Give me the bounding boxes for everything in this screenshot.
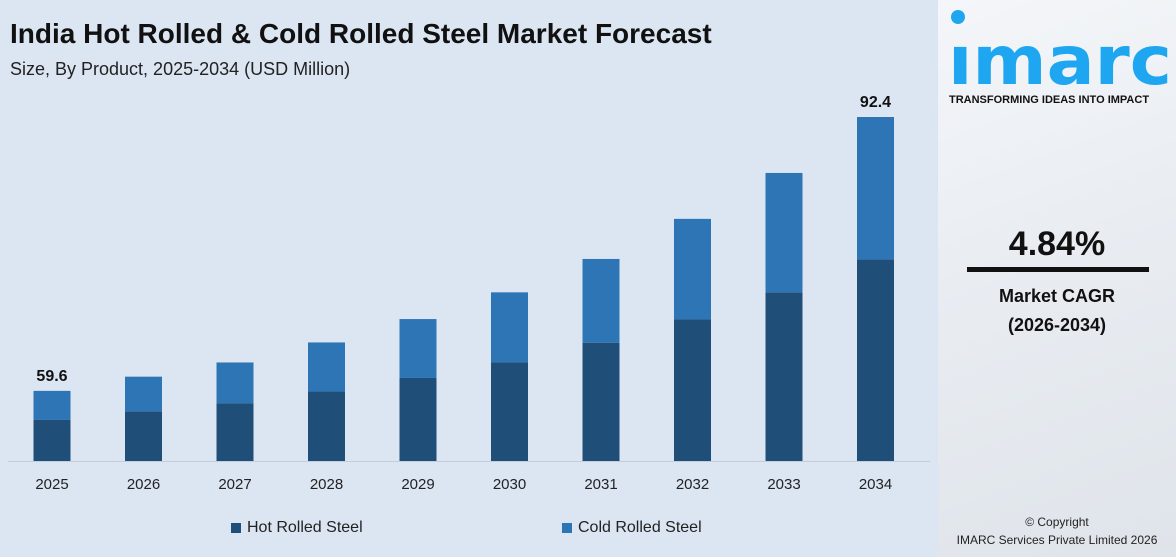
bar-cold-rolled-2031: [582, 258, 620, 343]
legend-cold-rolled: Cold Rolled Steel: [562, 519, 702, 537]
chart-subtitle: Size, By Product, 2025-2034 (USD Million…: [10, 59, 351, 79]
divider: [967, 267, 1149, 272]
x-tick-label: 2028: [310, 476, 343, 493]
imarc-logo: ımarc: [948, 10, 1172, 92]
bar-hot-rolled-2028: [308, 391, 345, 461]
x-tick-label: 2033: [767, 476, 800, 493]
bar-cold-rolled-2028: [308, 342, 345, 392]
x-tick-label: 2027: [218, 476, 251, 493]
chart-title: India Hot Rolled & Cold Rolled Steel Mar…: [10, 18, 712, 49]
x-tick-label: 2029: [401, 476, 434, 493]
cagr-label: Market CAGR: [998, 286, 1116, 306]
x-tick-label: 2026: [127, 476, 160, 493]
company-name: IMARC Services Private Limited 2026: [956, 533, 1158, 547]
cagr-period: (2026-2034): [1007, 315, 1107, 335]
x-tick-label: 2030: [493, 476, 526, 493]
data-label: 59.6: [36, 368, 67, 385]
x-tick-label: 2025: [35, 476, 68, 493]
bar-cold-rolled-2025: [33, 390, 71, 420]
bar-hot-rolled-2034: [857, 259, 894, 461]
copyright: © Copyright: [1025, 515, 1089, 529]
chart-area: India Hot Rolled & Cold Rolled Steel Mar…: [8, 18, 930, 537]
bar-cold-rolled-2030: [491, 292, 528, 363]
x-tick-label: 2032: [676, 476, 709, 493]
bar-hot-rolled-2033: [765, 292, 803, 461]
legend-swatch: [231, 523, 241, 533]
tagline: TRANSFORMING IDEAS INTO IMPACT: [949, 94, 1150, 106]
x-tick-label: 2031: [584, 476, 617, 493]
bar-hot-rolled-2032: [674, 319, 711, 461]
legend-hot-rolled: Hot Rolled Steel: [231, 519, 363, 537]
bar-cold-rolled-2034: [857, 117, 894, 260]
legend-label: Cold Rolled Steel: [578, 519, 702, 536]
bar-hot-rolled-2031: [582, 342, 620, 461]
bar-cold-rolled-2026: [125, 376, 162, 412]
side-panel: ımarc TRANSFORMING IDEAS INTO IMPACT 4.8…: [938, 0, 1176, 557]
bar-hot-rolled-2025: [33, 419, 71, 461]
bar-chart: 2025 59.6 2026 2027 2028 2029 2030 2031 2032 2033…: [8, 94, 930, 493]
x-tick-label: 2034: [859, 476, 892, 493]
bar-cold-rolled-2029: [399, 319, 437, 378]
bar-hot-rolled-2026: [125, 411, 162, 461]
bar-hot-rolled-2027: [216, 403, 254, 461]
legend-swatch: [562, 523, 572, 533]
bar-hot-rolled-2029: [399, 377, 437, 461]
bar-cold-rolled-2033: [765, 172, 803, 293]
legend-label: Hot Rolled Steel: [247, 519, 363, 536]
bar-cold-rolled-2032: [674, 218, 711, 320]
bar-cold-rolled-2027: [216, 362, 254, 404]
bar-hot-rolled-2030: [491, 362, 528, 461]
cagr-value: 4.84%: [1008, 225, 1106, 263]
svg-text:ımarc: ımarc: [948, 22, 1172, 92]
data-label: 92.4: [860, 94, 891, 111]
